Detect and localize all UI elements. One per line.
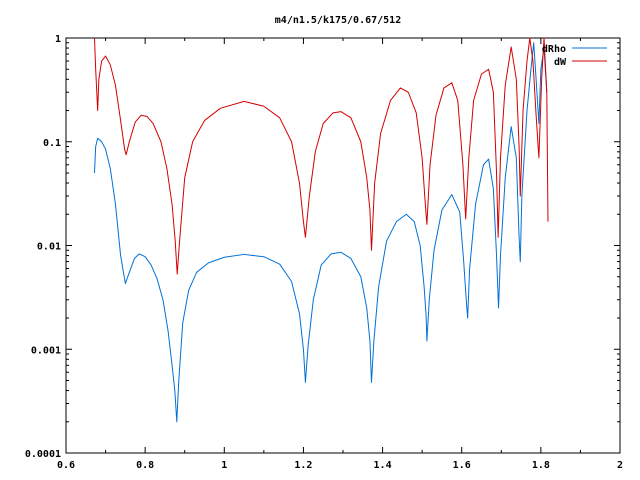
x-tick-label: 0.8 — [136, 460, 154, 471]
y-tick-label: 1 — [55, 34, 61, 45]
legend-label-0: dRho — [542, 44, 566, 55]
y-tick-label: 0.0001 — [25, 449, 61, 460]
y-tick-label: 0.001 — [31, 345, 61, 356]
axes: 0.6 0.8 1 1.2 1.4 1.6 1.8 2 1 0.1 0.01 0.001 0.0001 — [25, 34, 623, 471]
y-tick-label: 0.01 — [37, 242, 61, 253]
legend-label-1: dW — [554, 57, 567, 68]
series-line-0 — [93, 42, 548, 423]
x-tick-label: 1.2 — [294, 460, 312, 471]
y-tick-label: 0.1 — [43, 138, 61, 149]
x-tick-label: 0.6 — [57, 460, 75, 471]
x-tick-label: 2 — [617, 460, 623, 471]
plot-frame — [65, 37, 621, 454]
x-tick-label: 1.6 — [453, 460, 471, 471]
legend: dRho dW — [542, 44, 607, 68]
series-line-1 — [93, 37, 549, 275]
chart-title: m4/n1.5/k175/0.67/512 — [275, 15, 401, 26]
x-tick-label: 1.4 — [374, 460, 392, 471]
x-tick-label: 1 — [221, 460, 227, 471]
x-tick-label: 1.8 — [532, 460, 550, 471]
series-layer — [93, 37, 549, 423]
